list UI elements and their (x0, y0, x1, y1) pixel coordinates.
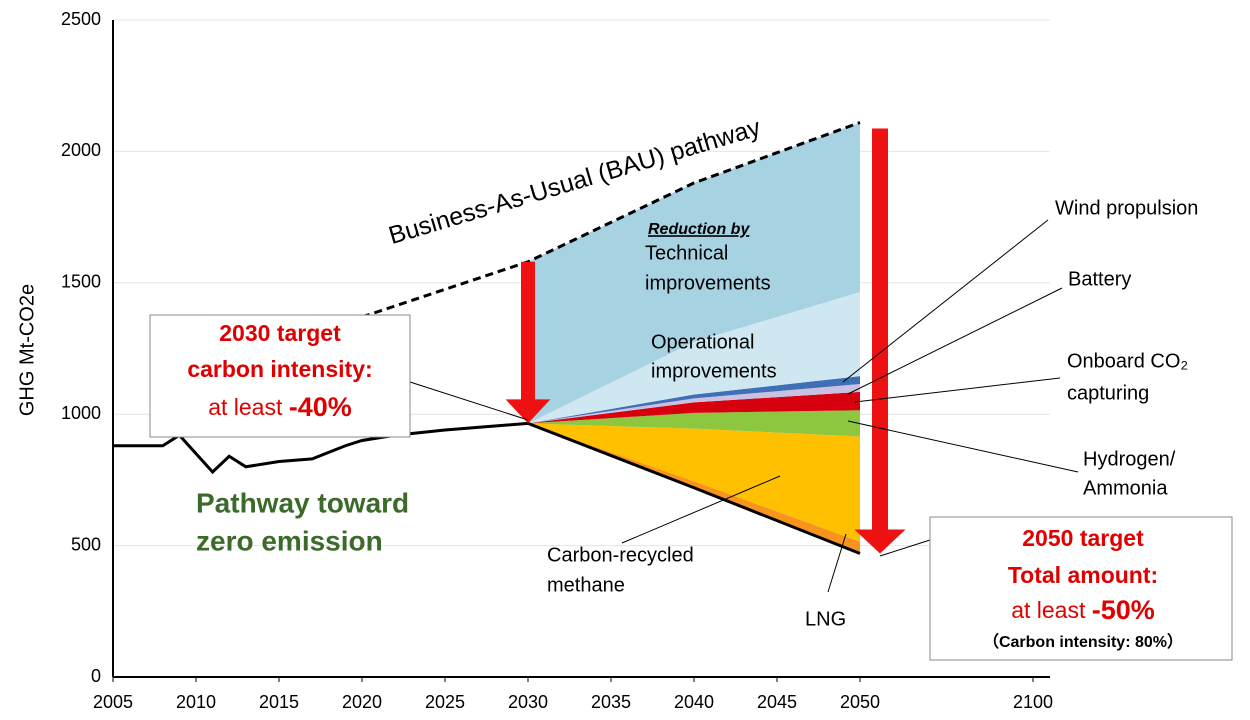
leader-line (847, 420, 1079, 473)
plot-area (112, 19, 1050, 682)
historical-line (113, 421, 529, 475)
y-tick-label: 1000 (61, 403, 101, 423)
x-tick-label: 2005 (93, 692, 133, 712)
series-label: Hydrogen/ (1083, 448, 1176, 470)
series-label: improvements (645, 272, 771, 294)
target-text: carbon intensity: (187, 356, 372, 382)
bau-line (361, 121, 861, 319)
x-tick-label: 2020 (342, 692, 382, 712)
series-label: improvements (651, 360, 777, 382)
leader-line (827, 533, 847, 593)
x-tick-label: 2050 (840, 692, 880, 712)
target-text: at least (1011, 597, 1092, 623)
target-note: （Carbon intensity: 80%） (983, 633, 1183, 651)
series-label: Technical (645, 242, 728, 264)
series-label: Operational (651, 331, 754, 353)
y-tick-label: 2500 (61, 9, 101, 29)
y-tick-label: 0 (91, 666, 101, 686)
target-text: 2030 target (219, 320, 341, 346)
reduction-arrow (872, 128, 888, 532)
area-band (528, 122, 860, 424)
pathway-line (527, 421, 861, 555)
pathway-label: Pathway toward (196, 487, 409, 518)
area-band (528, 376, 860, 424)
target-value: -50% (1092, 595, 1155, 625)
series-label: Onboard CO₂ (1067, 350, 1188, 372)
target-box (929, 516, 1233, 661)
x-tick-label: 2035 (591, 692, 631, 712)
series-label: Ammonia (1083, 477, 1168, 499)
leader-line (854, 377, 1061, 403)
target-box (149, 314, 411, 438)
x-tick-label: 2025 (425, 692, 465, 712)
area-band (528, 383, 860, 424)
y-tick-label: 2000 (61, 140, 101, 160)
target-text: 2050 target (1022, 525, 1144, 551)
target-text: at least -50% (1011, 595, 1155, 625)
target-text: Total amount: (1008, 562, 1158, 588)
x-tick-label: 2015 (259, 692, 299, 712)
x-tick-label: 2010 (176, 692, 216, 712)
leader-line (847, 287, 1063, 395)
series-label: capturing (1067, 382, 1149, 404)
y-tick-label: 500 (71, 534, 101, 554)
reduction-arrow (854, 529, 906, 554)
area-band (528, 391, 860, 424)
leader-line (879, 539, 931, 557)
leader-line (409, 381, 529, 421)
target-value: -40% (289, 392, 352, 422)
area-band (528, 410, 860, 437)
reduction-arrow (521, 261, 535, 402)
series-label: Carbon-recycled (547, 544, 694, 566)
area-band (528, 423, 860, 542)
y-tick-label: 1500 (61, 272, 101, 292)
series-label: LNG (805, 608, 846, 630)
x-tick-label: 2100 (1013, 692, 1053, 712)
series-label: Wind propulsion (1055, 197, 1198, 219)
reduction-label: Reduction by (648, 221, 750, 238)
target-text: at least (208, 394, 289, 420)
x-tick-label: 2030 (508, 692, 548, 712)
pathway-label: zero emission (196, 525, 383, 556)
series-label: Battery (1068, 268, 1131, 290)
y-axis-label: GHG Mt-CO2e (16, 284, 38, 416)
x-tick-label: 2040 (674, 692, 714, 712)
area-band (528, 291, 860, 424)
target-text: at least -40% (208, 392, 352, 422)
leader-line (842, 219, 1049, 383)
reduction-arrow (505, 399, 551, 424)
series-label: methane (547, 574, 625, 596)
x-tick-label: 2045 (757, 692, 797, 712)
leader-line (621, 475, 781, 544)
